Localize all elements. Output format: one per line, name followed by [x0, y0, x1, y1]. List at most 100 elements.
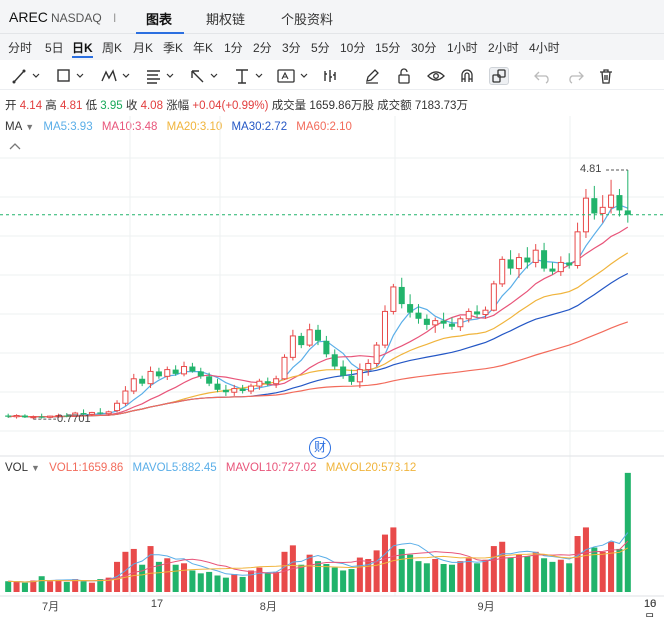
measure-tool-icon[interactable] — [234, 67, 264, 85]
candle — [557, 256, 564, 276]
period-3min[interactable]: 3分 — [282, 41, 301, 55]
candle — [599, 195, 606, 223]
period-daily[interactable]: 日K — [72, 41, 93, 55]
text-tool-icon[interactable] — [277, 67, 309, 85]
eye-icon[interactable] — [427, 67, 445, 85]
volume-bar — [507, 557, 514, 592]
volume-bar — [30, 580, 37, 592]
volume-bar — [47, 581, 54, 592]
period-2hour[interactable]: 2小时 — [488, 41, 519, 55]
redo-icon[interactable] — [566, 67, 584, 85]
candle — [398, 277, 405, 309]
undo-icon[interactable] — [534, 67, 552, 85]
candle — [189, 362, 196, 373]
candle-body — [323, 340, 330, 355]
indicator-tool-icon[interactable] — [322, 67, 338, 85]
tab-chart[interactable]: 图表 — [146, 12, 173, 27]
price-ma-lines — [8, 204, 629, 418]
candle — [38, 413, 45, 419]
candle-body — [390, 286, 397, 312]
link-icon[interactable] — [489, 67, 509, 85]
period-quarterly[interactable]: 季K — [163, 41, 184, 55]
candle — [273, 375, 280, 388]
period-monthly[interactable]: 月K — [133, 41, 154, 55]
period-1hour[interactable]: 1小时 — [447, 41, 478, 55]
ma60-line — [8, 321, 628, 418]
tab-options-chain[interactable]: 期权链 — [206, 12, 246, 27]
period-5day[interactable]: 5日 — [45, 41, 64, 55]
vol-legend-title[interactable]: VOL — [5, 462, 29, 474]
candle-body — [281, 356, 288, 380]
lock-icon[interactable] — [396, 67, 412, 85]
period-5min[interactable]: 5分 — [311, 41, 330, 55]
candle-body — [197, 371, 204, 377]
candle-body — [105, 411, 112, 415]
volume-bar — [155, 561, 162, 592]
period-2min[interactable]: 2分 — [253, 41, 272, 55]
line-tool-icon[interactable] — [12, 67, 40, 85]
volume-bar — [80, 581, 87, 592]
candle — [314, 324, 322, 346]
volume-ma-lines — [8, 532, 629, 583]
trash-icon[interactable] — [598, 67, 614, 85]
candle-body — [72, 412, 79, 417]
high-label: 高 — [45, 100, 57, 112]
candle — [490, 280, 497, 312]
period-yearly[interactable]: 年K — [193, 41, 214, 55]
candle — [256, 378, 263, 390]
candle — [164, 366, 171, 380]
volume-bar — [139, 564, 146, 592]
candle-body — [557, 261, 564, 273]
collapse-chevron-icon[interactable] — [9, 141, 21, 153]
volume-bar — [314, 561, 322, 592]
candle-body — [624, 210, 631, 215]
candle-body — [541, 250, 548, 269]
pattern-tool-icon[interactable] — [101, 67, 131, 85]
rectangle-tool-icon[interactable] — [56, 67, 84, 85]
volume-bar — [88, 582, 95, 592]
volume-bar — [105, 577, 112, 592]
candle — [515, 253, 522, 278]
candle — [97, 408, 104, 415]
vol-dropdown-icon[interactable]: ▼ — [31, 463, 40, 473]
candle — [566, 253, 573, 269]
tab-company-profile[interactable]: 个股资料 — [281, 12, 334, 27]
candle-body — [206, 376, 213, 384]
fibonacci-tool-icon[interactable] — [145, 67, 175, 85]
volume-bar — [164, 558, 171, 592]
earnings-event-marker[interactable]: 财 — [309, 437, 331, 459]
period-30min[interactable]: 30分 — [411, 41, 437, 55]
volume-bar — [239, 576, 246, 592]
volume-bar — [390, 527, 397, 592]
ma-legend-title[interactable]: MA — [5, 121, 23, 133]
pen-icon[interactable] — [364, 67, 380, 85]
period-4hour[interactable]: 4小时 — [529, 41, 560, 55]
period-weekly[interactable]: 周K — [102, 41, 123, 55]
volume-bar — [222, 577, 229, 592]
period-10min[interactable]: 10分 — [340, 41, 366, 55]
magnet-icon[interactable] — [459, 67, 475, 85]
candle-body — [80, 413, 87, 415]
candle-body — [21, 415, 28, 418]
period-1min[interactable]: 1分 — [224, 41, 243, 55]
volume-bar — [63, 581, 70, 592]
candle — [247, 383, 255, 395]
ma5-value: MA5:3.93 — [43, 121, 93, 133]
candle-body — [164, 369, 171, 377]
candle-body — [415, 312, 422, 319]
volume-bar — [474, 563, 481, 592]
volume-bar — [147, 546, 154, 592]
candle — [13, 414, 20, 419]
candle-body — [532, 249, 539, 263]
volume-bar — [448, 564, 455, 592]
mavol20-value: MAVOL20:573.12 — [325, 462, 417, 474]
ma-dropdown-icon[interactable]: ▼ — [25, 122, 35, 132]
arrow-tool-icon[interactable] — [189, 67, 219, 85]
period-intraday[interactable]: 分时 — [8, 41, 33, 55]
candle — [432, 317, 439, 333]
period-15min[interactable]: 15分 — [375, 41, 401, 55]
volume-bar — [181, 563, 188, 592]
volume-bar — [599, 551, 606, 592]
volume-bar — [574, 536, 581, 592]
